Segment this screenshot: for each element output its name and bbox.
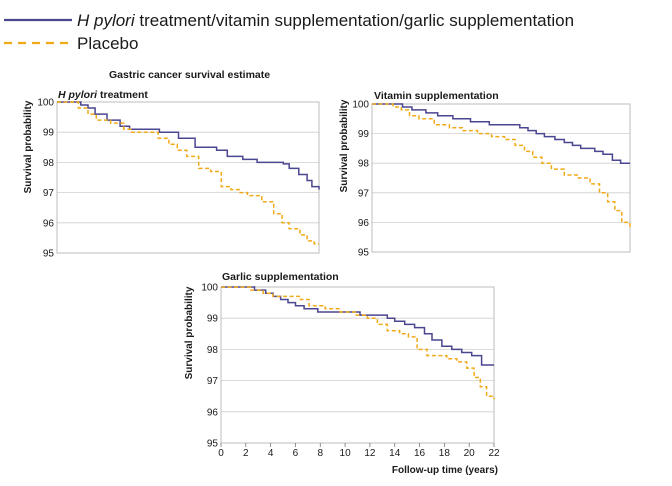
y-tick-label: 95: [358, 248, 370, 259]
series-line-treatment: [57, 101, 320, 190]
x-tick-label: 2: [243, 448, 249, 459]
y-axis-label: Survival probability: [184, 286, 195, 379]
y-axis-label: Survival probability: [23, 100, 34, 193]
plot-frame: [56, 101, 320, 254]
x-axis-label: Follow-up time (years): [392, 465, 498, 476]
legend-label-treatment: H pylori treatment/vitamin supplementati…: [77, 11, 574, 30]
x-tick-label: 12: [364, 448, 376, 459]
x-tick-label: 8: [317, 448, 323, 459]
figure-title: Gastric cancer survival estimate: [109, 69, 270, 81]
y-tick-label: 99: [43, 128, 55, 139]
y-tick-label: 95: [43, 249, 55, 260]
panel-vitamin: Vitamin supplementation Survival probabi…: [339, 90, 631, 259]
x-tick-label: 14: [389, 448, 401, 459]
y-tick-label: 100: [201, 283, 218, 294]
series-line-placebo: [372, 103, 631, 229]
x-tick-label: 22: [488, 448, 500, 459]
x-tick-label: 18: [439, 448, 451, 459]
x-tick-label: 20: [464, 448, 476, 459]
y-tick-label: 100: [37, 98, 54, 109]
y-tick-label: 96: [207, 407, 219, 418]
legend: H pylori treatment/vitamin supplementati…: [4, 11, 574, 53]
y-tick-label: 96: [43, 218, 55, 229]
plot-frame: [371, 103, 631, 253]
y-tick-label: 99: [358, 129, 370, 140]
y-tick-label: 96: [358, 218, 370, 229]
x-tick-label: 6: [293, 448, 299, 459]
panel-title: Vitamin supplementation: [374, 90, 499, 102]
plot-frame: [220, 286, 495, 444]
x-tick-label: 0: [218, 448, 224, 459]
y-tick-label: 97: [358, 188, 370, 199]
x-tick-label: 10: [340, 448, 352, 459]
y-tick-label: 97: [43, 188, 55, 199]
series-line-placebo: [57, 101, 319, 245]
series-line-treatment: [372, 103, 630, 164]
series-line-treatment: [221, 286, 494, 366]
legend-label-placebo: Placebo: [77, 34, 138, 53]
y-tick-label: 99: [207, 314, 219, 325]
y-tick-label: 98: [358, 159, 370, 170]
panel-hpylori: H pylori treatment Survival probability …: [23, 89, 320, 260]
y-axis-label: Survival probability: [339, 99, 350, 192]
y-tick-label: 98: [207, 345, 219, 356]
panel-title: H pylori treatment: [58, 89, 148, 101]
x-tick-label: 16: [414, 448, 426, 459]
y-tick-label: 100: [352, 100, 369, 111]
series-line-placebo: [221, 286, 495, 400]
y-tick-label: 95: [207, 439, 219, 450]
panel-garlic: Garlic supplementation Survival probabil…: [184, 271, 500, 476]
x-tick-label: 4: [268, 448, 274, 459]
y-tick-label: 97: [207, 376, 219, 387]
y-tick-label: 98: [43, 158, 55, 169]
panel-title: Garlic supplementation: [222, 271, 339, 283]
